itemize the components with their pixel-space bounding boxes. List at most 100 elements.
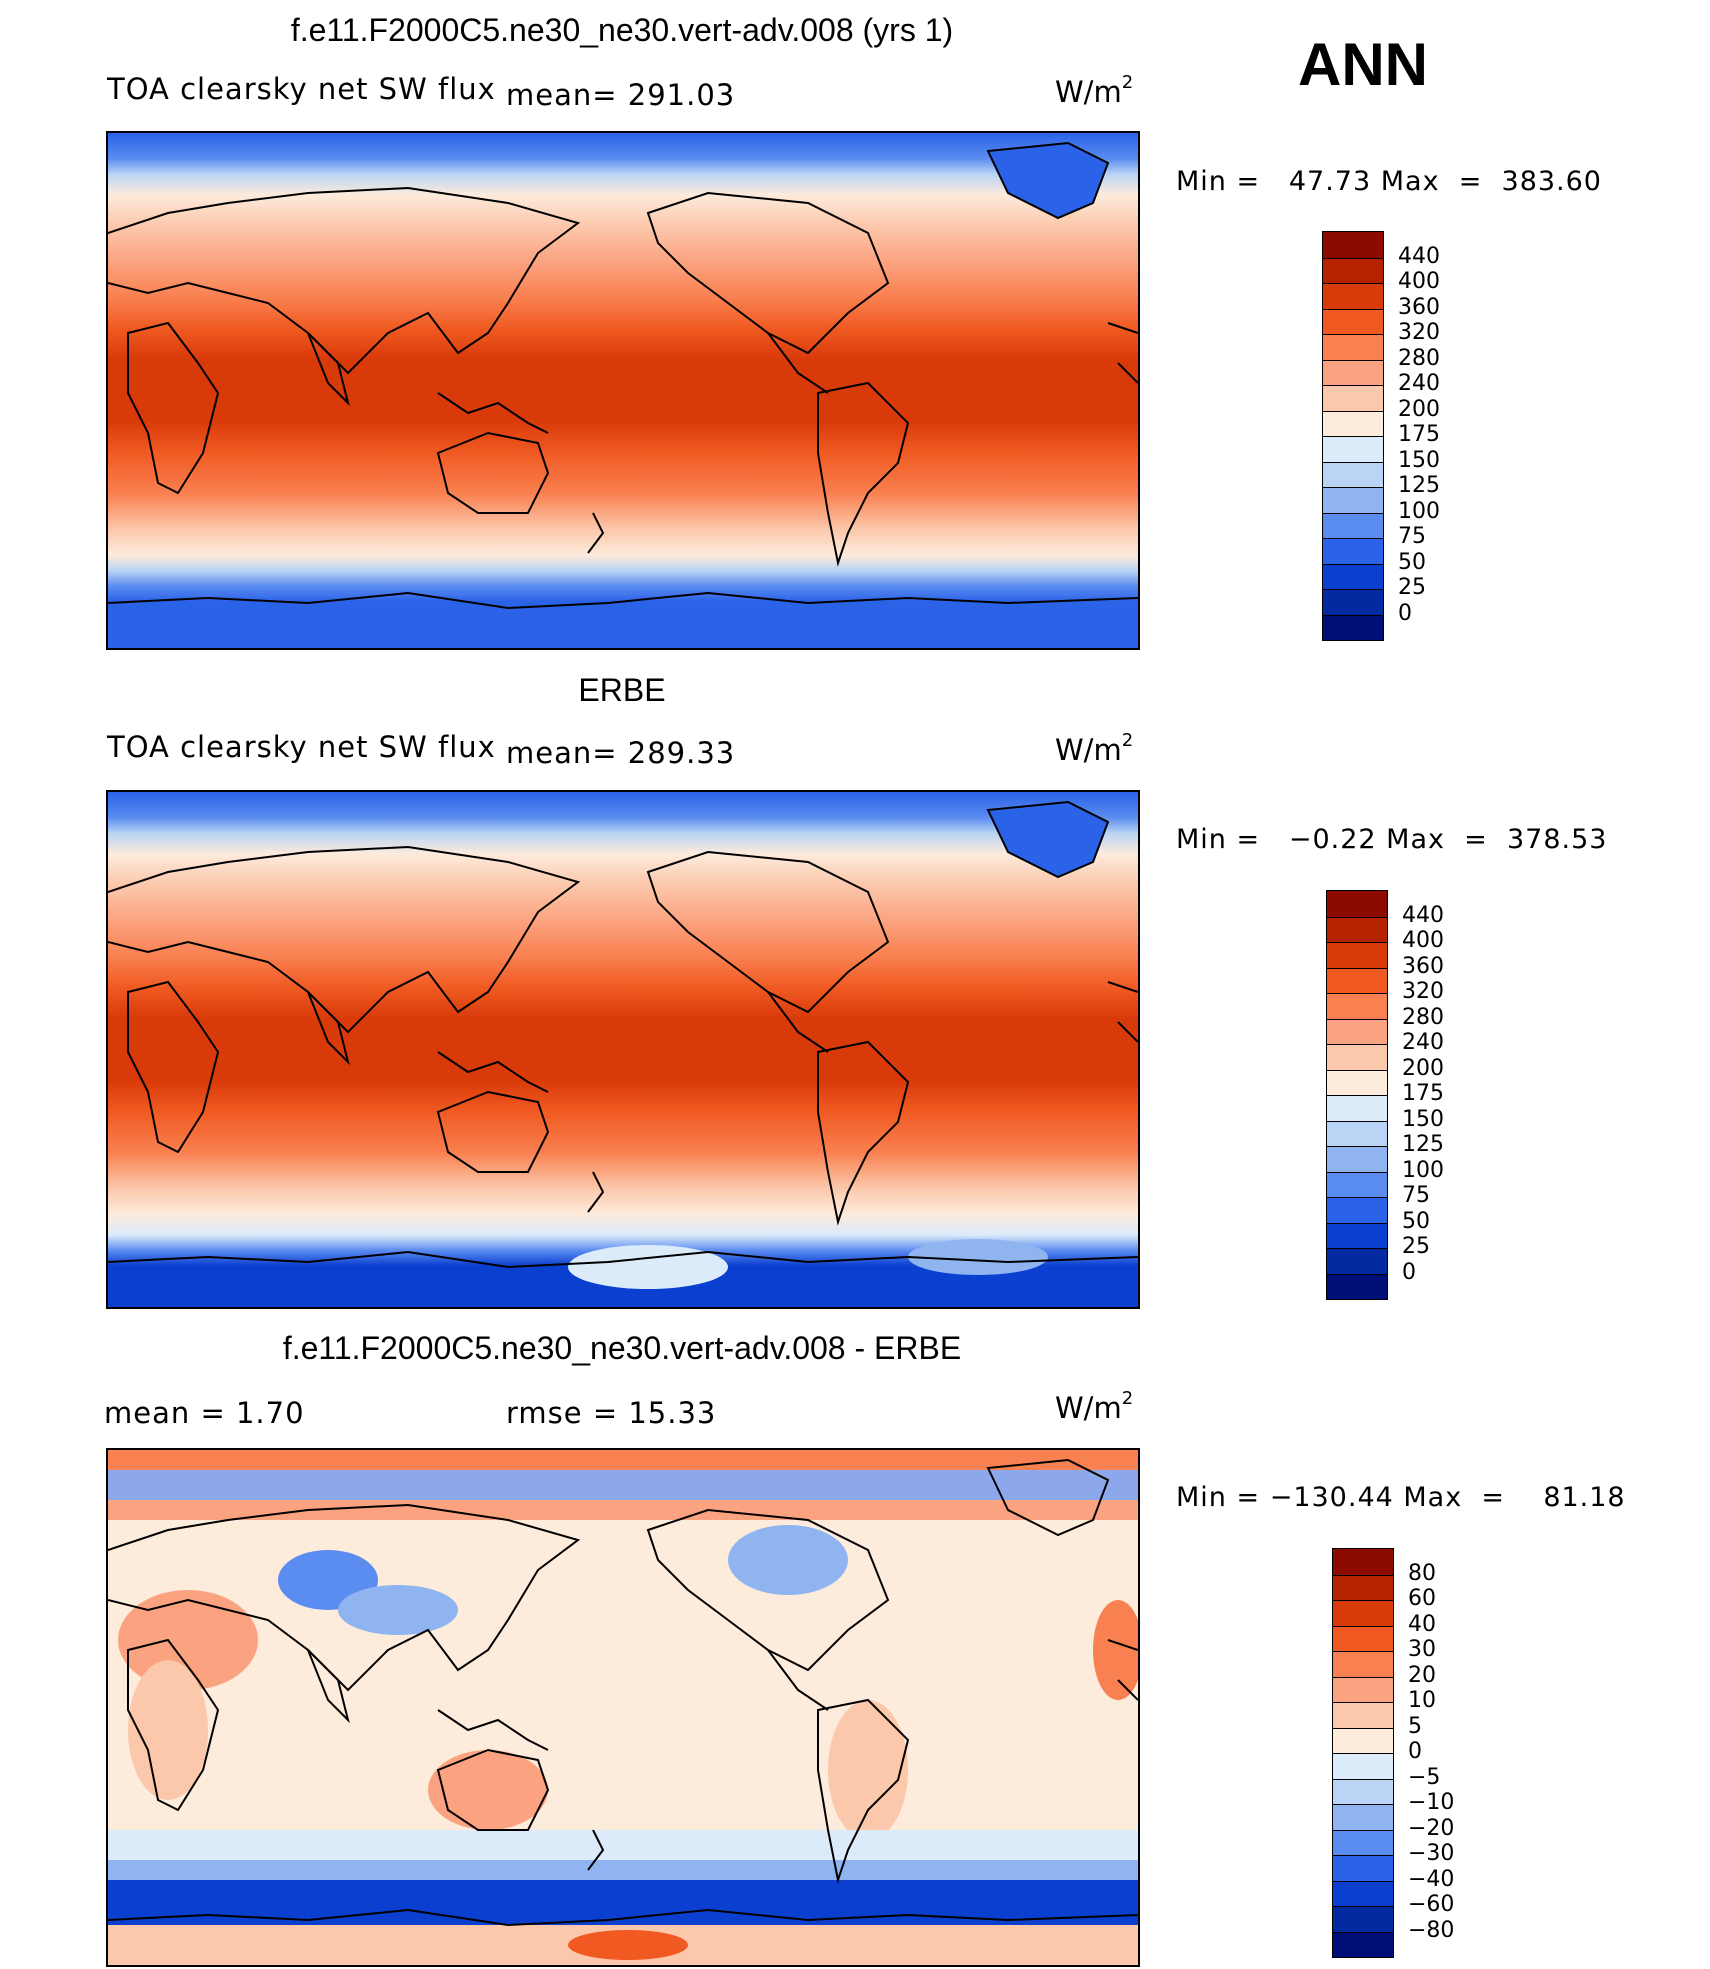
colorbar-tick-label: 175 <box>1402 1081 1444 1106</box>
colorbar-tick-label: 20 <box>1408 1662 1436 1688</box>
colorbar-segment <box>1323 487 1383 513</box>
colorbar-segment <box>1333 1778 1393 1804</box>
colorbar-segment <box>1327 1018 1387 1044</box>
panel-1-minmax: Min = 47.73 Max = 383.60 <box>1176 166 1602 197</box>
colorbar-tick-label: 25 <box>1402 1234 1430 1259</box>
colorbar-tick-label: 10 <box>1408 1688 1436 1713</box>
colorbar-segment <box>1333 1727 1393 1753</box>
panel-3-title: f.e11.F2000C5.ne30_ne30.vert-adv.008 - E… <box>282 1330 962 1366</box>
colorbar-segment <box>1333 1880 1393 1906</box>
colorbar-tick-label: 360 <box>1402 953 1444 979</box>
colorbar-tick-label: 200 <box>1402 1055 1444 1081</box>
colorbar-tick-label: 40 <box>1408 1611 1436 1637</box>
colorbar-tick-label: 0 <box>1398 600 1412 626</box>
panel-1-variable-label: TOA clearsky net SW flux <box>107 72 496 106</box>
colorbar-segment <box>1327 1069 1387 1095</box>
colorbar-segment <box>1327 1095 1387 1121</box>
colorbar-segment <box>1333 1804 1393 1830</box>
colorbar-segment <box>1323 589 1383 615</box>
colorbar-segment <box>1333 1753 1393 1779</box>
colorbar-tick-label: 360 <box>1398 294 1440 320</box>
colorbar-tick-label: 320 <box>1398 320 1440 345</box>
colorbar-tick-label: −30 <box>1408 1841 1455 1866</box>
colorbar-segment <box>1333 1702 1393 1728</box>
colorbar-tick-label: 5 <box>1408 1713 1422 1739</box>
colorbar-tick-label: 25 <box>1398 575 1426 600</box>
colorbar-segment <box>1333 1906 1393 1932</box>
colorbar-tick-label: 50 <box>1398 549 1426 575</box>
colorbar-segment <box>1323 461 1383 487</box>
colorbar-segment <box>1327 916 1387 942</box>
colorbar-segment <box>1327 1146 1387 1172</box>
colorbar-tick-label: 50 <box>1402 1208 1430 1234</box>
colorbar-tick-label: 150 <box>1402 1106 1444 1132</box>
colorbar-segment <box>1323 283 1383 309</box>
panel-3-map <box>106 1448 1140 1967</box>
colorbar-tick-label: 75 <box>1402 1183 1430 1208</box>
colorbar-segment <box>1333 1931 1393 1957</box>
colorbar-tick-label: −80 <box>1408 1917 1455 1943</box>
colorbar-segment <box>1327 1248 1387 1274</box>
colorbar-segment <box>1323 538 1383 564</box>
colorbar-segment <box>1327 1222 1387 1248</box>
colorbar-tick-label: 175 <box>1398 422 1440 447</box>
colorbar-tick-label: 75 <box>1398 524 1426 549</box>
colorbar-segment <box>1323 232 1383 258</box>
colorbar-tick-label: 240 <box>1402 1030 1444 1055</box>
panel-3-units: W/m2 <box>1055 1388 1134 1425</box>
colorbar-segment <box>1333 1651 1393 1677</box>
colorbar-tick-label: −10 <box>1408 1790 1455 1815</box>
colorbar-tick-label: 440 <box>1402 902 1444 928</box>
colorbar-tick-label: 280 <box>1402 1004 1444 1030</box>
colorbar-segment <box>1327 1171 1387 1197</box>
colorbar-tick-label: 440 <box>1398 243 1440 269</box>
colorbar-tick-label: −40 <box>1408 1866 1455 1892</box>
colorbar-tick-label: 80 <box>1408 1560 1436 1586</box>
colorbar-segment <box>1323 563 1383 589</box>
colorbar-tick-label: 100 <box>1402 1157 1444 1183</box>
panel-2-title: ERBE <box>578 672 666 708</box>
colorbar-tick-label: 150 <box>1398 447 1440 473</box>
colorbar-segment <box>1323 257 1383 283</box>
colorbar-segment <box>1323 512 1383 538</box>
panel-1-title: f.e11.F2000C5.ne30_ne30.vert-adv.008 (yr… <box>290 12 954 48</box>
colorbar-segment <box>1323 436 1383 462</box>
colorbar-segment <box>1327 942 1387 968</box>
panel-3-colorbar <box>1332 1548 1394 1958</box>
colorbar-tick-label: 0 <box>1402 1259 1416 1285</box>
colorbar-segment <box>1333 1600 1393 1626</box>
panel-3-mean-label: mean = 1.70 <box>104 1396 305 1430</box>
colorbar-tick-label: 30 <box>1408 1637 1436 1662</box>
colorbar-tick-label: −60 <box>1408 1892 1455 1917</box>
colorbar-tick-label: −20 <box>1408 1815 1455 1841</box>
panel-1-map <box>106 131 1140 650</box>
colorbar-segment <box>1327 1273 1387 1299</box>
panel-2-map <box>106 790 1140 1309</box>
colorbar-segment <box>1323 359 1383 385</box>
colorbar-segment <box>1323 410 1383 436</box>
colorbar-tick-label: 125 <box>1402 1132 1444 1157</box>
colorbar-segment <box>1333 1549 1393 1575</box>
colorbar-tick-label: 280 <box>1398 345 1440 371</box>
panel-2-colorbar <box>1326 890 1388 1300</box>
panel-1-units: W/m2 <box>1055 72 1134 109</box>
colorbar-tick-label: 125 <box>1398 473 1440 498</box>
colorbar-segment <box>1327 1197 1387 1223</box>
colorbar-segment <box>1323 308 1383 334</box>
colorbar-segment <box>1327 1120 1387 1146</box>
colorbar-segment <box>1333 1574 1393 1600</box>
panel-3-rmse-label: rmse = 15.33 <box>506 1396 717 1430</box>
panel-3-minmax: Min = −130.44 Max = 81.18 <box>1176 1482 1626 1513</box>
colorbar-segment <box>1323 614 1383 640</box>
colorbar-tick-label: 320 <box>1402 979 1444 1004</box>
panel-2-minmax: Min = −0.22 Max = 378.53 <box>1176 824 1608 855</box>
colorbar-tick-label: 100 <box>1398 498 1440 524</box>
colorbar-tick-label: 60 <box>1408 1586 1436 1611</box>
colorbar-tick-label: −5 <box>1408 1764 1441 1790</box>
colorbar-segment <box>1333 1676 1393 1702</box>
colorbar-tick-label: 0 <box>1408 1739 1422 1764</box>
colorbar-segment <box>1327 891 1387 917</box>
colorbar-tick-label: 240 <box>1398 371 1440 396</box>
colorbar-segment <box>1327 1044 1387 1070</box>
colorbar-tick-label: 400 <box>1398 269 1440 294</box>
